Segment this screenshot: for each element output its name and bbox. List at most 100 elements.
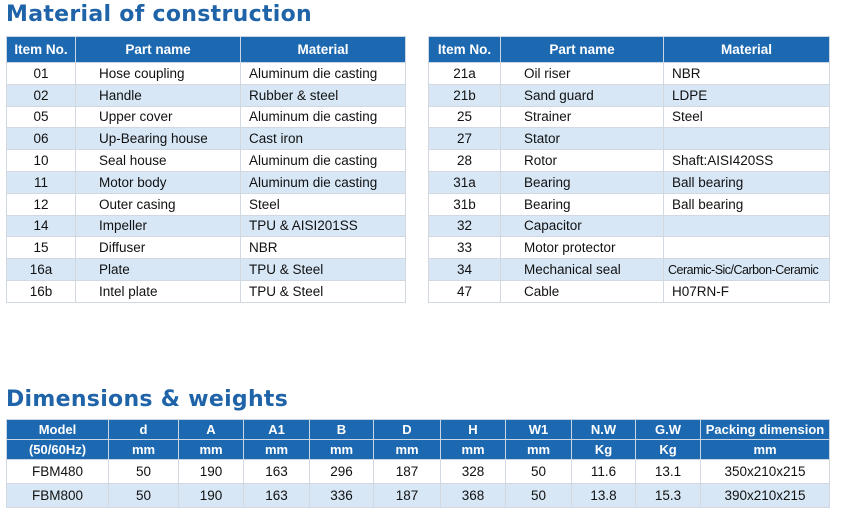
dimension-unit: Kg [571,439,636,460]
item-no-cell: 12 [6,192,76,216]
part-name-cell: Motor protector [500,236,664,260]
item-no-cell: 11 [6,170,76,194]
dimension-cell: 187 [373,459,441,484]
material-cell: Ball bearing [663,192,830,216]
dimension-cell: 50 [108,483,179,508]
material-cell: Ceramic-Sic/Carbon-Ceramic [663,258,830,281]
dimensions-table: Model d A A1 B D H W1 N.W G.W Packing dimension (5… [6,419,830,508]
dimension-cell: 190 [178,459,244,484]
table-row: 12 Outer casing Steel 31b Bearing Ball bearin… [6,192,830,216]
dimension-unit: Kg [635,439,701,460]
part-name-cell: Upper cover [75,105,241,129]
dimension-header: d [108,419,179,440]
table-row: 05 Upper cover Aluminum die casting 25 Strai… [6,105,830,129]
item-no-cell: 21b [428,83,501,107]
model-cell: FBM800 [6,483,109,508]
table-row: 01 Hose coupling Aluminum die casting 21a Oi… [6,62,830,85]
column-gap [405,193,429,216]
dimension-unit: mm [700,439,830,460]
material-cell: TPU & AISI201SS [240,214,406,238]
material-cell: Rubber & steel [240,83,406,107]
dimension-cell: 50 [505,459,572,484]
material-cell: Steel [240,192,406,216]
dimension-unit: mm [309,439,374,460]
item-no-cell: 25 [428,105,501,129]
item-no-cell: 16a [6,258,76,281]
table-row: 16b Intel plate TPU & Steel 47 Cable H07RN-F [6,279,830,303]
part-name-cell: Up-Bearing house [75,127,241,151]
item-no-cell: 06 [6,127,76,151]
dimension-cell: 368 [440,483,506,508]
dimension-unit: mm [440,439,506,460]
materials-table: Item No. Part name Material Item No. Par… [6,36,830,303]
part-name-cell: Capacitor [500,214,664,238]
table-row: 15 Diffuser NBR 33 Motor protector [6,236,830,260]
material-cell [663,236,830,260]
material-cell: LDPE [663,83,830,107]
dimension-header: Packing dimension [700,419,830,440]
dimension-header: Model [6,419,109,440]
item-no-cell: 15 [6,236,76,260]
dimensions-header-row: Model d A A1 B D H W1 N.W G.W Packing dimension [6,419,830,440]
item-no-cell: 32 [428,214,501,238]
column-gap [405,149,429,172]
material-cell: Aluminum die casting [240,149,406,172]
header-part-name: Part name [75,36,241,63]
material-cell: TPU & Steel [240,279,406,303]
material-cell: Ball bearing [663,170,830,194]
dimension-cell: 190 [178,483,244,508]
material-cell: Aluminum die casting [240,105,406,129]
item-no-cell: 47 [428,279,501,303]
dimension-cell: 390x210x215 [700,483,830,508]
item-no-cell: 14 [6,214,76,238]
part-name-cell: Diffuser [75,236,241,260]
dimension-unit: mm [178,439,244,460]
dimension-cell: 50 [505,483,572,508]
item-no-cell: 02 [6,83,76,107]
part-name-cell: Mechanical seal [500,258,664,281]
dimension-header: D [373,419,441,440]
header-item-no: Item No. [6,36,76,63]
part-name-cell: Intel plate [75,279,241,303]
material-cell: TPU & Steel [240,258,406,281]
dimension-cell: 328 [440,459,506,484]
column-gap [405,171,429,194]
column-gap [405,84,429,107]
dimension-cell: 296 [309,459,374,484]
table-row: FBM480 50 190 163 296 187 328 50 11.6 13.1 350x210… [6,459,830,484]
dimension-cell: 187 [373,483,441,508]
material-cell: Cast iron [240,127,406,151]
item-no-cell: 27 [428,127,501,151]
table-row: 11 Motor body Aluminum die casting 31a Beari… [6,170,830,194]
part-name-cell: Bearing [500,192,664,216]
header-part-name: Part name [500,36,664,63]
dimension-unit: mm [108,439,179,460]
column-gap [405,258,429,281]
part-name-cell: Outer casing [75,192,241,216]
dimension-unit: mm [243,439,310,460]
dimension-cell: 15.3 [635,483,701,508]
part-name-cell: Cable [500,279,664,303]
item-no-cell: 31b [428,192,501,216]
material-cell: Aluminum die casting [240,170,406,194]
dimension-header: N.W [571,419,636,440]
dimensions-section-title: Dimensions & weights [6,387,289,412]
column-gap [405,127,429,150]
material-cell: NBR [240,236,406,260]
dimension-unit: mm [373,439,441,460]
dimension-header: H [440,419,506,440]
table-row: 02 Handle Rubber & steel 21b Sand guard LDPE [6,83,830,107]
material-cell: H07RN-F [663,279,830,303]
dimension-unit: (50/60Hz) [6,439,109,460]
material-cell: Steel [663,105,830,129]
part-name-cell: Impeller [75,214,241,238]
column-gap [405,215,429,237]
dimension-cell: 13.1 [635,459,701,484]
part-name-cell: Motor body [75,170,241,194]
item-no-cell: 16b [6,279,76,303]
column-gap [405,280,429,303]
dimension-header: G.W [635,419,701,440]
dimension-cell: 13.8 [571,483,636,508]
part-name-cell: Seal house [75,149,241,172]
item-no-cell: 31a [428,170,501,194]
